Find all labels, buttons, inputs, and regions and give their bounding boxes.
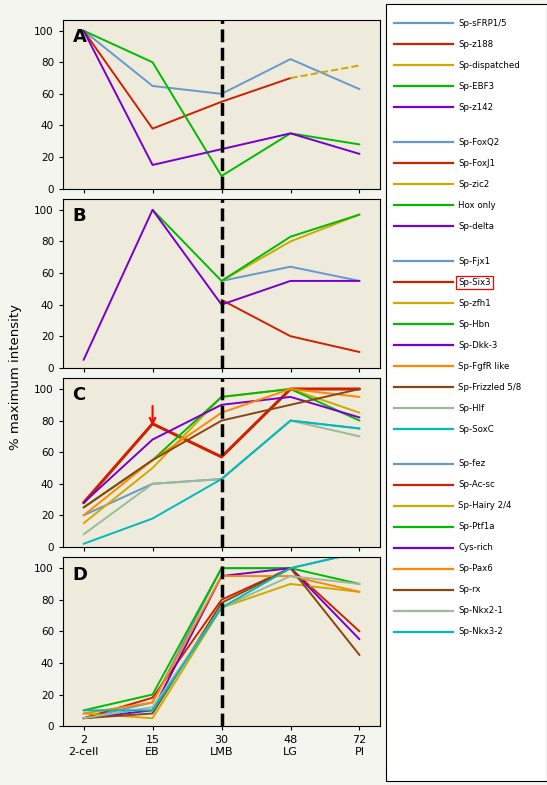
Text: Sp-Hbn: Sp-Hbn — [458, 319, 490, 329]
Text: Sp-delta: Sp-delta — [458, 221, 494, 231]
Text: Sp-Hairy 2/4: Sp-Hairy 2/4 — [458, 502, 512, 510]
Text: Sp-Dkk-3: Sp-Dkk-3 — [458, 341, 498, 349]
Text: Sp-Ptf1a: Sp-Ptf1a — [458, 523, 494, 531]
Text: Sp-Nkx2-1: Sp-Nkx2-1 — [458, 606, 503, 615]
Text: Sp-z188: Sp-z188 — [458, 40, 493, 49]
Text: Sp-zfh1: Sp-zfh1 — [458, 298, 491, 308]
Text: Sp-Six3: Sp-Six3 — [458, 278, 491, 287]
Text: Sp-FoxQ2: Sp-FoxQ2 — [458, 137, 499, 147]
Text: Sp-z142: Sp-z142 — [458, 103, 493, 111]
Text: A: A — [72, 28, 86, 46]
Text: Sp-FgfR like: Sp-FgfR like — [458, 362, 510, 371]
Text: Hox only: Hox only — [458, 201, 496, 210]
Text: D: D — [72, 565, 88, 583]
Text: Sp-EBF3: Sp-EBF3 — [458, 82, 494, 91]
Text: Sp-sFRP1/5: Sp-sFRP1/5 — [458, 19, 507, 27]
Text: C: C — [72, 386, 86, 404]
Text: Sp-Frizzled 5/8: Sp-Frizzled 5/8 — [458, 382, 521, 392]
Text: % maximum intensity: % maximum intensity — [9, 304, 22, 450]
Text: Sp-Nkx3-2: Sp-Nkx3-2 — [458, 627, 503, 637]
Text: Sp-dispatched: Sp-dispatched — [458, 60, 520, 70]
Text: Sp-SoxC: Sp-SoxC — [458, 425, 494, 433]
Text: Sp-zic2: Sp-zic2 — [458, 180, 490, 188]
Text: Sp-Fjx1: Sp-Fjx1 — [458, 257, 490, 265]
Text: Sp-Pax6: Sp-Pax6 — [458, 564, 493, 573]
Text: Sp-rx: Sp-rx — [458, 586, 481, 594]
FancyBboxPatch shape — [386, 4, 547, 781]
Text: Sp-fez: Sp-fez — [458, 459, 485, 469]
Text: B: B — [72, 207, 86, 225]
Text: Cys-rich: Cys-rich — [458, 543, 493, 553]
Text: Sp-FoxJ1: Sp-FoxJ1 — [458, 159, 495, 168]
Text: Sp-Hlf: Sp-Hlf — [458, 403, 485, 413]
Text: Sp-Ac-sc: Sp-Ac-sc — [458, 480, 495, 490]
